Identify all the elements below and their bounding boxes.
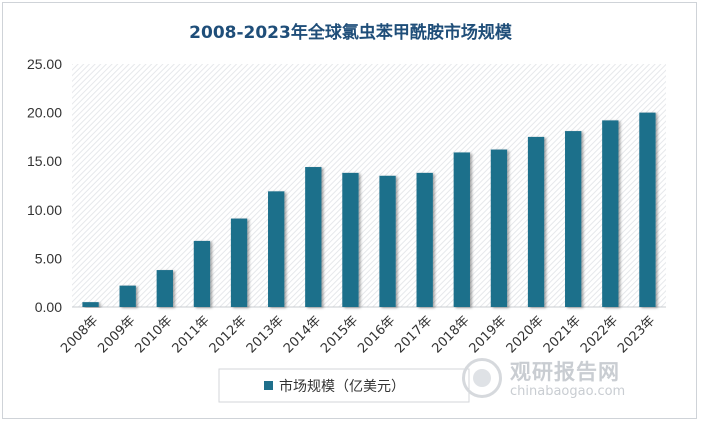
- x-tick-label: 2010年: [132, 313, 175, 356]
- legend-box: [218, 368, 470, 403]
- bar: [416, 172, 433, 307]
- y-tick-label: 5.00: [35, 250, 62, 266]
- watermark-en: chinabaogao.com: [510, 384, 626, 399]
- legend-swatch: [264, 381, 273, 390]
- bar: [193, 240, 211, 307]
- y-tick-label: 20.00: [27, 105, 62, 121]
- bar: [453, 152, 470, 307]
- legend-label: 市场规模（亿美元）: [279, 378, 405, 395]
- x-tick-label: 2014年: [281, 313, 324, 356]
- x-tick-label: 2008年: [58, 313, 101, 356]
- bar: [82, 302, 99, 307]
- bar: [639, 112, 656, 307]
- x-tick-label: 2013年: [244, 313, 287, 356]
- x-tick-label: 2009年: [95, 313, 138, 356]
- x-tick-label: 2018年: [429, 313, 472, 356]
- watermark-cn: 观研报告网: [510, 360, 620, 384]
- y-tick-label: 15.00: [27, 153, 62, 169]
- x-tick-label: 2023年: [615, 313, 658, 356]
- x-tick-label: 2016年: [355, 313, 398, 356]
- bar: [156, 270, 173, 307]
- y-tick-label: 0.00: [35, 299, 62, 315]
- bar: [602, 120, 619, 307]
- x-tick-label: 2020年: [504, 313, 547, 356]
- bar: [379, 175, 396, 307]
- bar: [230, 218, 248, 307]
- y-tick-label: 25.00: [27, 56, 62, 72]
- bar: [490, 149, 508, 307]
- bar: [342, 172, 359, 307]
- x-tick-label: 2019年: [467, 313, 510, 356]
- x-tick-label: 2011年: [170, 313, 213, 356]
- x-tick-label: 2021年: [541, 313, 584, 356]
- x-tick-label: 2017年: [392, 313, 435, 356]
- watermark-logo-icon: [462, 358, 502, 398]
- x-tick-label: 2022年: [578, 313, 621, 356]
- bar: [527, 136, 545, 307]
- chart-title: 2008-2023年全球氯虫苯甲酰胺市场规模: [189, 23, 512, 43]
- y-tick-label: 10.00: [27, 202, 62, 218]
- bar: [565, 131, 582, 307]
- bar: [119, 285, 136, 307]
- x-tick-label: 2015年: [318, 313, 361, 356]
- x-tick-label: 2012年: [207, 313, 250, 356]
- bar: [305, 167, 322, 307]
- bar: [268, 191, 285, 307]
